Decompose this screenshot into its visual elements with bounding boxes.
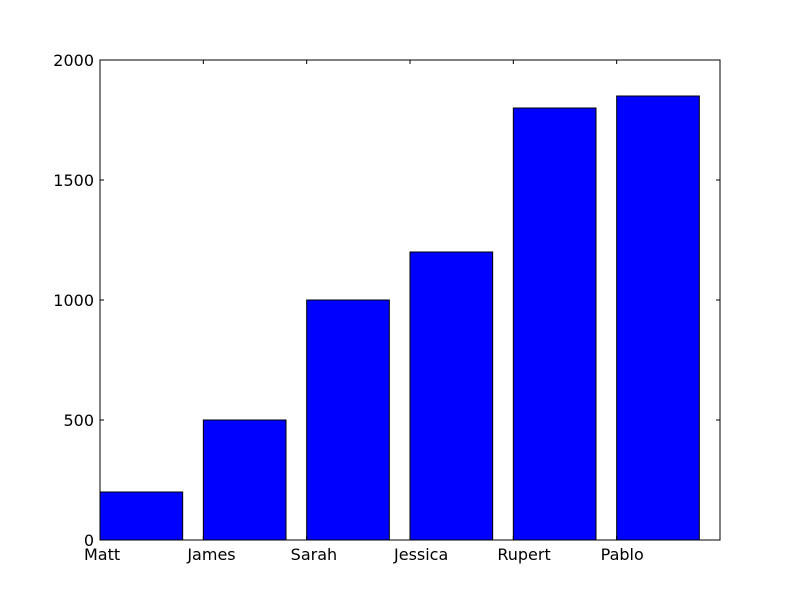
x-tick-label: Matt	[84, 545, 120, 564]
x-axis-labels: Matt James Sarah Jessica Rupert Pablo	[84, 60, 644, 564]
bars-group	[99, 95, 700, 541]
y-tick-label: 2000	[53, 51, 94, 70]
y-tick-label: 0	[84, 531, 94, 550]
x-tick-label: Sarah	[291, 545, 337, 564]
bar-james	[202, 419, 287, 541]
x-tick-label: Pablo	[601, 545, 644, 564]
x-tick-label: Jessica	[393, 545, 448, 564]
bar-sarah	[306, 299, 390, 541]
y-tick-label: 1000	[53, 291, 94, 310]
bar-matt	[99, 491, 184, 541]
x-tick-label: James	[186, 545, 235, 564]
bar-jessica	[409, 251, 494, 541]
y-tick-label: 1500	[53, 171, 94, 190]
y-axis-ticks: 0 500 1000 1500 2000	[53, 51, 720, 550]
bar-pablo	[616, 95, 700, 541]
bar-rupert	[512, 107, 597, 541]
y-tick-label: 500	[63, 411, 94, 430]
x-tick-label: Rupert	[497, 545, 550, 564]
